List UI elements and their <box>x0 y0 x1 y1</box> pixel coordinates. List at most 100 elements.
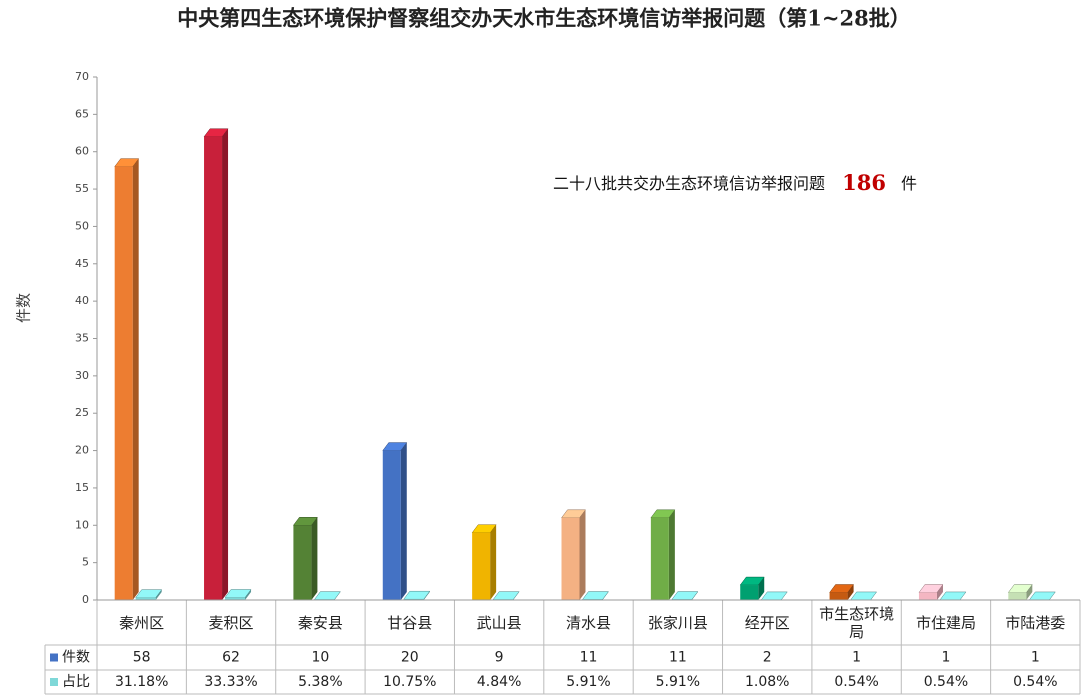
table-value: 5.38% <box>298 674 342 690</box>
bar <box>382 450 401 600</box>
table-value: 31.18% <box>115 674 168 690</box>
category-label: 秦安县 <box>280 600 361 645</box>
annotation-unit: 件 <box>901 174 917 193</box>
x-tick-label: 张家川县 <box>637 600 718 645</box>
y-tick-label: 0 <box>82 593 89 606</box>
bar <box>561 517 580 600</box>
annotation-text: 二十八批共交办生态环境信访举报问题 <box>553 174 825 193</box>
bar <box>650 517 669 600</box>
annotation: 二十八批共交办生态环境信访举报问题 186 件 <box>553 170 917 195</box>
table-value: 10 <box>311 650 329 666</box>
y-tick-label: 55 <box>75 182 89 195</box>
y-tick-label: 25 <box>75 406 89 419</box>
category-text: 经开区 <box>744 613 790 632</box>
x-tick-label: 秦安县 <box>280 600 361 645</box>
table-value: 1.08% <box>745 674 789 690</box>
x-tick-label: 麦积区 <box>190 600 271 645</box>
bar-side <box>311 517 318 600</box>
bar-top <box>403 590 431 600</box>
bar-top <box>582 591 609 600</box>
y-tick-label: 20 <box>75 444 89 457</box>
table-value: 9 <box>495 650 504 666</box>
x-tick-label: 市生态环境局 <box>816 600 897 645</box>
table-value: 1 <box>1031 650 1040 666</box>
table-value: 2 <box>763 650 772 666</box>
category-label: 甘谷县 <box>369 600 450 645</box>
bar <box>740 585 759 600</box>
category-label: 张家川县 <box>637 600 718 645</box>
table-value: 10.75% <box>383 674 436 690</box>
category-text: 秦州区 <box>119 613 165 632</box>
table-value: 1 <box>941 650 950 666</box>
bar-side <box>758 577 765 600</box>
bar <box>225 597 246 600</box>
bar-side <box>847 584 854 600</box>
category-text: 张家川县 <box>647 613 708 632</box>
bar <box>829 592 848 600</box>
category-label: 经开区 <box>727 600 808 645</box>
table-value: 11 <box>580 650 598 666</box>
bar-side <box>936 584 943 600</box>
y-tick-label: 45 <box>75 257 89 270</box>
category-label: 武山县 <box>458 600 539 645</box>
y-tick-label: 15 <box>75 481 89 494</box>
category-text: 市住建局 <box>915 613 976 632</box>
category-label: 清水县 <box>548 600 629 645</box>
bar-top <box>1028 591 1056 601</box>
bar <box>472 532 491 600</box>
bar <box>293 525 312 600</box>
category-text: 市陆港委 <box>1005 613 1066 632</box>
table-value: 5.91% <box>656 674 700 690</box>
table-value: 0.54% <box>924 674 968 690</box>
category-text: 麦积区 <box>208 613 254 632</box>
y-tick-label: 5 <box>82 556 89 569</box>
bar-top <box>492 591 520 600</box>
bar-side <box>490 524 497 600</box>
category-text: 武山县 <box>476 613 522 632</box>
table-value: 0.54% <box>834 674 878 690</box>
y-tick-label: 35 <box>75 332 89 345</box>
bar-top <box>313 591 341 600</box>
category-label: 市陆港委 <box>995 600 1076 645</box>
table-value: 58 <box>133 650 151 666</box>
y-tick-label: 50 <box>75 219 89 232</box>
bar <box>114 166 133 600</box>
bar-top <box>939 591 967 601</box>
category-text: 秦安县 <box>297 613 343 632</box>
x-tick-label: 秦州区 <box>101 600 182 645</box>
category-text: 甘谷县 <box>387 613 433 632</box>
bar <box>204 136 223 600</box>
legend-label: 件数 <box>62 650 90 666</box>
y-tick-label: 40 <box>75 294 89 307</box>
x-tick-label: 市陆港委 <box>995 600 1076 645</box>
category-label: 秦州区 <box>101 600 182 645</box>
table-value: 33.33% <box>204 674 257 690</box>
table-value: 62 <box>222 650 240 666</box>
legend-swatch <box>50 678 58 686</box>
table-value: 4.84% <box>477 674 521 690</box>
bar-side <box>245 589 252 600</box>
bar <box>135 597 156 600</box>
bar-side <box>668 509 675 600</box>
y-tick-label: 65 <box>75 107 89 120</box>
category-text: 清水县 <box>565 613 611 632</box>
category-text: 市生态环境局 <box>819 604 895 641</box>
category-label: 市生态环境局 <box>816 600 897 645</box>
x-tick-label: 武山县 <box>458 600 539 645</box>
table-value: 5.91% <box>566 674 610 690</box>
legend-label: 占比 <box>62 674 90 690</box>
category-label: 麦积区 <box>190 600 271 645</box>
x-tick-label: 市住建局 <box>915 613 976 632</box>
x-tick-label: 甘谷县 <box>369 600 450 645</box>
y-tick-label: 30 <box>75 369 89 382</box>
bar-side <box>222 128 229 600</box>
bar <box>1008 592 1027 600</box>
legend-swatch <box>50 653 58 662</box>
x-tick-label: 清水县 <box>548 600 629 645</box>
y-tick-label: 10 <box>75 518 89 531</box>
bar-side <box>579 509 586 600</box>
bar-side <box>400 442 407 600</box>
bar <box>918 592 937 600</box>
x-tick-label: 经开区 <box>727 600 808 645</box>
